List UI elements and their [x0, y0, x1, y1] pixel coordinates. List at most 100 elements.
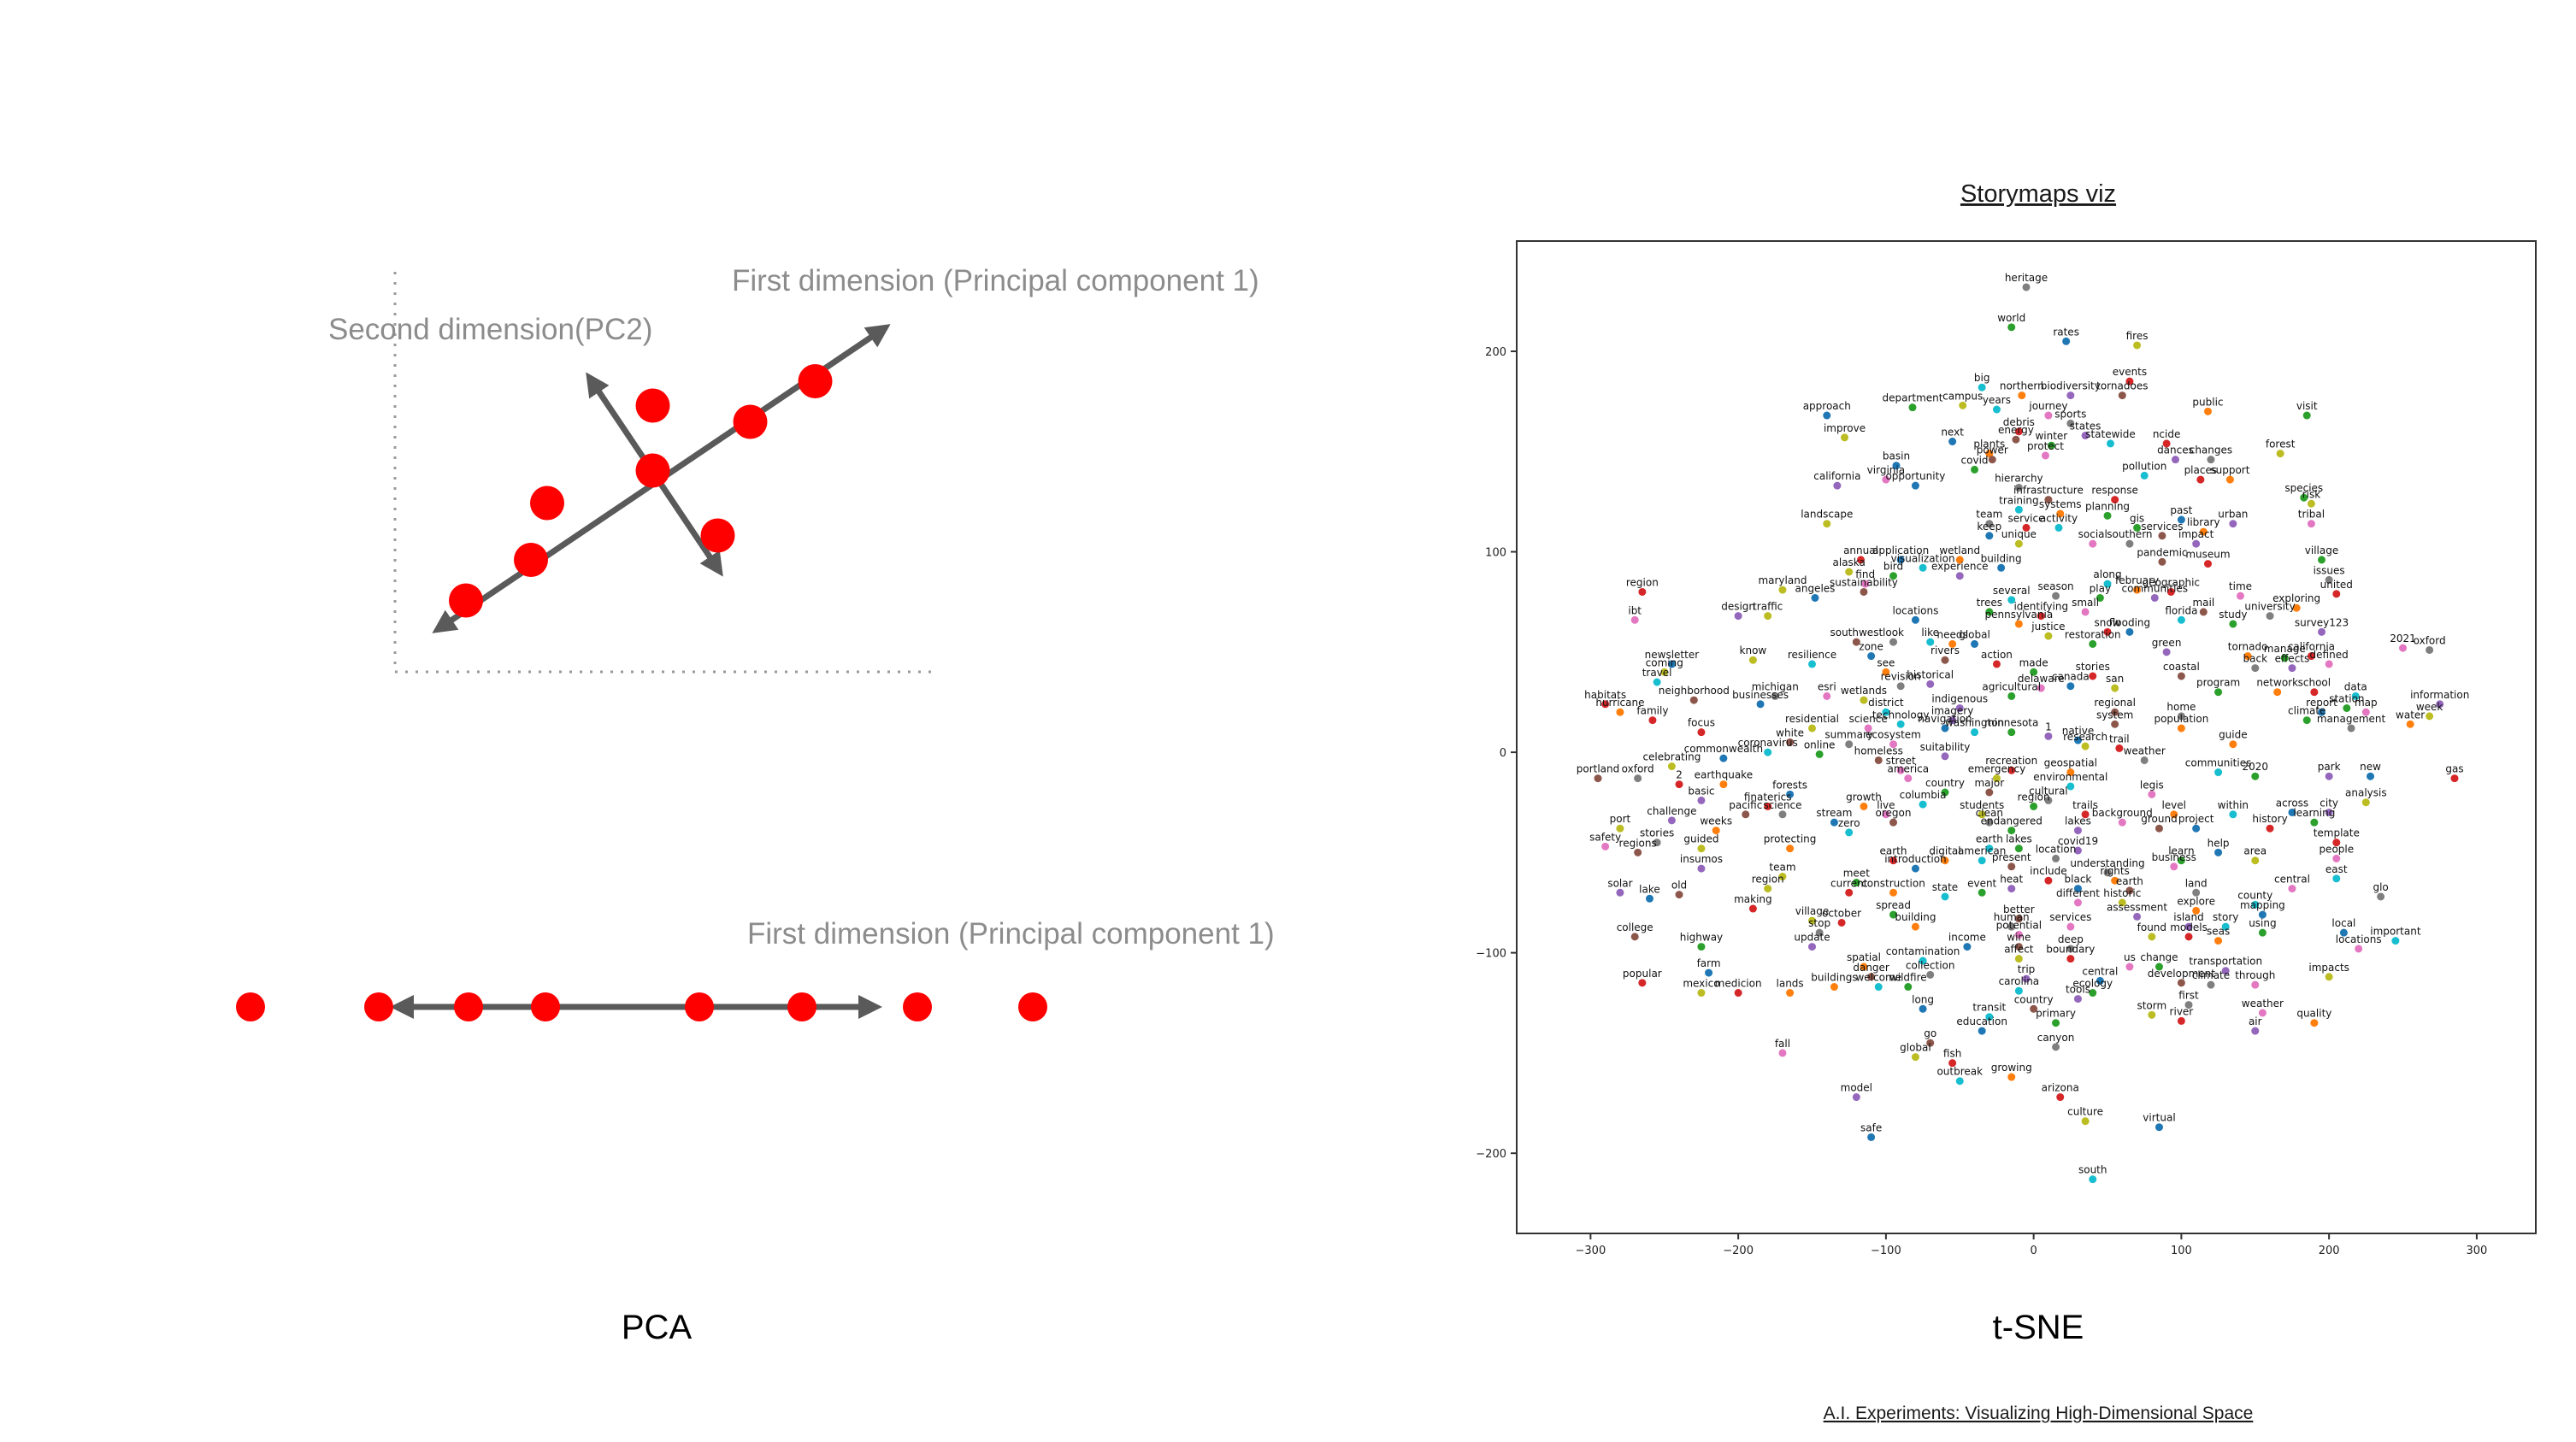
tsne-word-label: development	[2148, 968, 2215, 980]
tsne-word-label: virtual	[2143, 1112, 2175, 1124]
tsne-word-label: see	[1877, 656, 1895, 668]
tsne-point	[2103, 580, 2112, 588]
tsne-point	[2066, 955, 2075, 963]
tsne-word-label: trail	[2109, 733, 2130, 745]
tsne-point	[2184, 922, 2193, 931]
tsne-word-label: area	[2243, 845, 2267, 857]
tsne-word-label: models	[2170, 921, 2208, 933]
tsne-word-label: project	[2178, 813, 2214, 825]
tsne-word-label: learn	[2168, 845, 2194, 857]
tsne-word-label: better	[2003, 903, 2035, 915]
tsne-word-label: california	[1813, 470, 1860, 482]
tsne-point	[2325, 575, 2333, 584]
tsne-word-label: using	[2249, 917, 2276, 929]
tsne-word-label: annual	[1843, 544, 1878, 556]
tsne-word-label: team	[1976, 509, 2002, 521]
storymaps-viz-link[interactable]: Storymaps viz	[1960, 180, 2116, 208]
tsne-point	[2251, 664, 2260, 673]
tsne-word-label: wetlands	[1841, 685, 1887, 697]
tsne-point	[1948, 716, 1957, 725]
tsne-word-label: virginia	[1867, 464, 1905, 476]
tsne-point	[2047, 441, 2055, 450]
tsne-word-label: maryland	[1758, 574, 1807, 586]
tsne-point	[2125, 886, 2134, 895]
tsne-word-label: mexico	[1683, 978, 1719, 990]
tsne-word-label: team	[1769, 862, 1795, 874]
tsne-point	[2030, 1004, 2038, 1013]
tsne-word-label: history	[2252, 813, 2287, 825]
source-link[interactable]: A.I. Experiments: Visualizing High-Dimen…	[1824, 1404, 2254, 1423]
tsne-word-label: alaska	[1833, 556, 1866, 568]
pca-1d-point	[903, 992, 932, 1021]
tsne-word-label: regional	[2094, 697, 2136, 709]
tsne-point	[2014, 505, 2023, 514]
tsne-point	[2332, 874, 2341, 883]
tsne-point	[2014, 915, 2023, 923]
tsne-point	[1860, 587, 1868, 596]
tsne-word-label: legis	[2140, 779, 2164, 791]
tsne-word-label: system	[2096, 709, 2133, 721]
tsne-point	[1919, 956, 1927, 965]
tsne-word-label: district	[1868, 697, 1904, 709]
y-tick-label: 100	[1485, 547, 1506, 560]
tsne-word-label: land	[2185, 877, 2208, 889]
tsne-word-label: suitability	[1920, 741, 1971, 753]
tsne-point	[1985, 450, 1994, 458]
tsne-word-label: finaterics	[1744, 791, 1792, 803]
tsne-point	[2214, 768, 2223, 777]
tsne-point	[1997, 563, 2006, 572]
tsne-word-label: native	[2062, 725, 2094, 737]
tsne-point	[1601, 700, 1610, 709]
tsne-word-label: human	[1994, 911, 2030, 923]
tsne-word-label: canada	[2052, 671, 2090, 683]
tsne-word-label: oxford	[2414, 634, 2446, 646]
pca-2d-point	[700, 518, 735, 553]
tsne-point	[2214, 937, 2223, 945]
tsne-point	[2014, 986, 2023, 995]
tsne-point	[1941, 656, 1949, 664]
tsne-point	[2258, 910, 2267, 919]
tsne-point	[2310, 818, 2319, 827]
tsne-word-label: pollution	[2122, 460, 2166, 472]
tsne-word-label: port	[1610, 813, 1631, 825]
tsne-word-label: justice	[2031, 621, 2065, 633]
tsne-point	[2037, 684, 2045, 692]
tsne-word-label: coastal	[2163, 661, 2200, 673]
tsne-point	[2081, 742, 2090, 750]
tsne-point	[1941, 752, 1949, 761]
tsne-point	[2177, 672, 2185, 680]
tsne-point	[1874, 756, 1883, 764]
tsne-word-label: look	[1883, 627, 1904, 639]
tsne-word-label: outbreak	[1936, 1066, 1983, 1078]
tsne-point	[1808, 660, 1817, 668]
tsne-word-label: imagery	[1931, 705, 1973, 717]
tsne-point	[2170, 810, 2178, 819]
x-tick-label: −300	[1576, 1245, 1606, 1257]
tsne-point	[2288, 664, 2296, 673]
tsne-point	[1697, 845, 1706, 853]
tsne-point	[2184, 933, 2193, 941]
tsne-word-label: online	[1804, 739, 1836, 750]
tsne-word-label: home	[2166, 701, 2196, 713]
tsne-word-label: trails	[2072, 799, 2098, 811]
pca-1d-point	[1018, 992, 1047, 1021]
tsne-point	[2406, 720, 2414, 728]
tsne-word-label: next	[1941, 427, 1964, 438]
tsne-word-label: portland	[1577, 763, 1620, 775]
y-tick-label: −100	[1476, 948, 1506, 961]
tsne-point	[2158, 557, 2166, 566]
tsne-word-label: digital	[1929, 845, 1960, 857]
tsne-point	[2310, 1019, 2319, 1027]
tsne-word-label: university	[2244, 601, 2295, 613]
tsne-word-label: delaware	[2018, 673, 2065, 685]
tsne-point	[1748, 656, 1757, 664]
tsne-word-label: species	[2284, 482, 2323, 494]
tsne-word-label: tornadoes	[2096, 380, 2148, 392]
tsne-point	[1764, 885, 1772, 893]
tsne-point	[1756, 700, 1765, 709]
tsne-word-label: region	[1626, 576, 1659, 588]
pca-2d-points	[449, 364, 833, 618]
tsne-point	[2332, 590, 2341, 598]
tsne-point	[2125, 377, 2134, 386]
tsne-point	[1616, 888, 1624, 897]
